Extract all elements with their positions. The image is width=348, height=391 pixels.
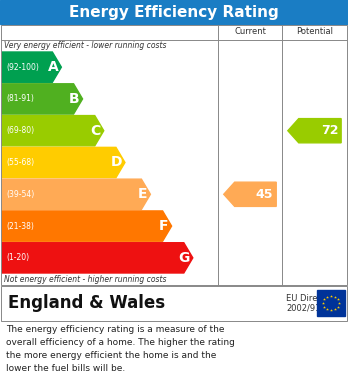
Text: Current: Current — [234, 27, 266, 36]
Text: C: C — [90, 124, 101, 138]
Text: (55-68): (55-68) — [6, 158, 34, 167]
Polygon shape — [2, 243, 193, 273]
Polygon shape — [224, 182, 276, 206]
Text: The energy efficiency rating is a measure of the
overall efficiency of a home. T: The energy efficiency rating is a measur… — [6, 325, 235, 373]
Bar — [317, 290, 345, 316]
Text: EU Directive: EU Directive — [286, 294, 338, 303]
Text: Very energy efficient - lower running costs: Very energy efficient - lower running co… — [4, 41, 166, 50]
Bar — [0, 0, 348, 24]
Text: G: G — [179, 251, 190, 265]
Bar — [1, 25, 347, 285]
Polygon shape — [2, 116, 104, 146]
Text: (69-80): (69-80) — [6, 126, 34, 135]
Polygon shape — [2, 179, 150, 210]
Text: D: D — [110, 156, 122, 170]
Text: Energy Efficiency Rating: Energy Efficiency Rating — [69, 5, 279, 20]
Text: 72: 72 — [321, 124, 338, 137]
Text: Potential: Potential — [296, 27, 333, 36]
Polygon shape — [2, 84, 82, 114]
Polygon shape — [2, 211, 172, 241]
Text: (39-54): (39-54) — [6, 190, 34, 199]
Text: (92-100): (92-100) — [6, 63, 39, 72]
Text: E: E — [138, 187, 148, 201]
Text: England & Wales: England & Wales — [8, 294, 165, 312]
Polygon shape — [2, 52, 61, 82]
Text: B: B — [69, 92, 80, 106]
Text: F: F — [159, 219, 168, 233]
Text: (21-38): (21-38) — [6, 222, 34, 231]
Text: (1-20): (1-20) — [6, 253, 29, 262]
Bar — [1, 286, 347, 321]
Polygon shape — [2, 147, 125, 178]
Text: 2002/91/EC: 2002/91/EC — [286, 304, 334, 313]
Text: (81-91): (81-91) — [6, 95, 34, 104]
Polygon shape — [288, 118, 341, 143]
Text: 45: 45 — [256, 188, 273, 201]
Text: Not energy efficient - higher running costs: Not energy efficient - higher running co… — [4, 274, 166, 283]
Text: A: A — [48, 60, 58, 74]
